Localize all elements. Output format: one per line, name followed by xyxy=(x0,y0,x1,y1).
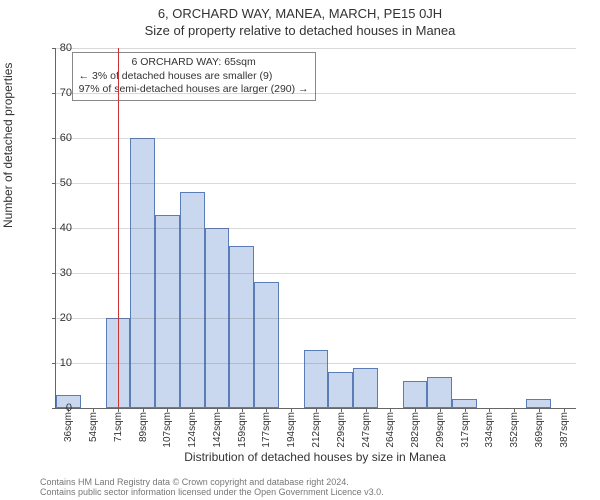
chart-title-address: 6, ORCHARD WAY, MANEA, MARCH, PE15 0JH xyxy=(0,0,600,21)
gridline xyxy=(56,138,576,139)
x-tick-label: 89sqm xyxy=(138,408,149,442)
x-tick-label: 369sqm xyxy=(534,408,545,448)
x-tick-label: 71sqm xyxy=(113,408,124,442)
y-tick-label: 20 xyxy=(32,312,72,324)
bar xyxy=(229,246,254,408)
chart-subtitle: Size of property relative to detached ho… xyxy=(0,21,600,38)
gridline xyxy=(56,318,576,319)
bar xyxy=(155,215,180,409)
y-tick-label: 10 xyxy=(32,357,72,369)
footer-line-2: Contains public sector information licen… xyxy=(40,488,384,498)
x-tick-label: 352sqm xyxy=(509,408,520,448)
x-tick-label: 159sqm xyxy=(237,408,248,448)
y-tick-label: 60 xyxy=(32,132,72,144)
y-tick-label: 0 xyxy=(32,402,72,414)
footer-attribution: Contains HM Land Registry data © Crown c… xyxy=(40,478,384,498)
bar xyxy=(254,282,279,408)
y-axis-label: Number of detached properties xyxy=(1,63,15,228)
y-tick-label: 40 xyxy=(32,222,72,234)
x-axis-label: Distribution of detached houses by size … xyxy=(55,450,575,464)
property-marker-line xyxy=(118,48,119,408)
x-tick-label: 317sqm xyxy=(460,408,471,448)
y-tick-label: 80 xyxy=(32,42,72,54)
x-tick-label: 194sqm xyxy=(286,408,297,448)
x-tick-label: 212sqm xyxy=(311,408,322,448)
gridline xyxy=(56,93,576,94)
x-tick-label: 107sqm xyxy=(162,408,173,448)
bar xyxy=(180,192,205,408)
x-tick-label: 387sqm xyxy=(559,408,570,448)
x-tick-label: 264sqm xyxy=(385,408,396,448)
x-tick-label: 177sqm xyxy=(261,408,272,448)
x-tick-label: 54sqm xyxy=(88,408,99,442)
x-tick-label: 124sqm xyxy=(187,408,198,448)
x-tick-label: 229sqm xyxy=(336,408,347,448)
x-tick-label: 247sqm xyxy=(361,408,372,448)
gridline xyxy=(56,183,576,184)
bar xyxy=(403,381,428,408)
y-tick-label: 50 xyxy=(32,177,72,189)
bar xyxy=(304,350,329,409)
histogram-chart: 6, ORCHARD WAY, MANEA, MARCH, PE15 0JH S… xyxy=(0,0,600,500)
x-tick-label: 299sqm xyxy=(435,408,446,448)
annotation-line: ← 3% of detached houses are smaller (9) xyxy=(79,70,309,84)
x-tick-label: 142sqm xyxy=(212,408,223,448)
gridline xyxy=(56,273,576,274)
annotation-line: 6 ORCHARD WAY: 65sqm xyxy=(79,56,309,70)
y-tick-label: 30 xyxy=(32,267,72,279)
gridline xyxy=(56,363,576,364)
plot-area: 6 ORCHARD WAY: 65sqm← 3% of detached hou… xyxy=(55,48,576,409)
gridline xyxy=(56,228,576,229)
x-tick-label: 282sqm xyxy=(410,408,421,448)
bar xyxy=(353,368,378,409)
annotation-line: 97% of semi-detached houses are larger (… xyxy=(79,83,309,97)
x-tick-label: 334sqm xyxy=(484,408,495,448)
bar xyxy=(328,372,353,408)
bar xyxy=(452,399,477,408)
bar xyxy=(427,377,452,409)
y-tick-label: 70 xyxy=(32,87,72,99)
gridline xyxy=(56,48,576,49)
bar xyxy=(526,399,551,408)
